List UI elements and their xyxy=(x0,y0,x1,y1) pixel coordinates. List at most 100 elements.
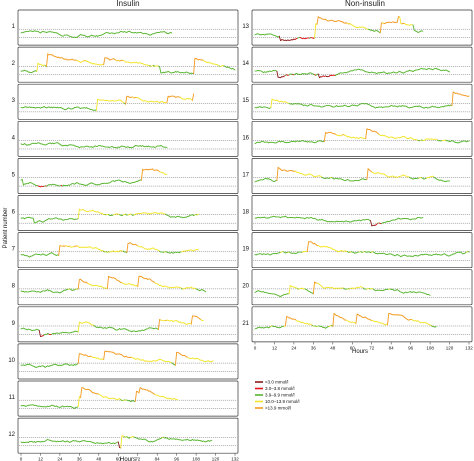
x-tick-label: 108 xyxy=(192,457,200,461)
panel-frame xyxy=(251,9,473,46)
panel-frame xyxy=(17,46,239,83)
glucose-trace xyxy=(254,91,470,109)
trace-segment xyxy=(95,98,99,112)
glucose-trace xyxy=(20,30,173,38)
x-tick-label: 0 xyxy=(20,457,23,461)
patient-panel-13: 13 xyxy=(242,9,473,46)
trace-segment xyxy=(270,98,273,109)
x-tick-label: 36 xyxy=(311,345,317,350)
trace-segment xyxy=(170,31,173,34)
patient-panel-20: 20 xyxy=(242,269,473,306)
patient-number: 7 xyxy=(12,247,16,253)
panel-frame xyxy=(251,195,473,231)
patient-panel-6: 6 xyxy=(12,195,239,231)
patient-panel-21: 21 xyxy=(242,306,473,343)
panel-title-insulin: Insulin xyxy=(116,0,139,8)
trace-segment xyxy=(38,329,41,337)
patient-number: 4 xyxy=(12,135,16,141)
glucose-trace xyxy=(20,350,214,368)
trace-segment xyxy=(117,441,120,448)
patient-number: 10 xyxy=(8,358,15,364)
trace-segment xyxy=(365,128,368,140)
y-axis-label: Patient number xyxy=(3,208,9,249)
x-tick-label: 120 xyxy=(212,457,220,461)
trace-segment xyxy=(46,53,49,67)
trace-segment xyxy=(140,168,144,181)
trace-segment xyxy=(467,250,470,253)
trace-segment xyxy=(196,213,199,216)
panel-frame xyxy=(251,158,473,194)
x-tick-label: 48 xyxy=(96,457,102,461)
panel-frame xyxy=(251,120,473,157)
trace-segment xyxy=(21,179,24,186)
trace-segment xyxy=(137,275,140,288)
patient-panel-15: 15 xyxy=(242,83,473,120)
panel-frame xyxy=(17,232,239,269)
patient-number: 17 xyxy=(242,172,249,178)
glucose-trace xyxy=(20,168,168,188)
x-tick-label: 84 xyxy=(155,457,161,461)
trace-segment xyxy=(174,351,178,366)
patient-number: 2 xyxy=(12,61,16,67)
patient-number: 13 xyxy=(242,24,249,30)
x-tick-label: 24 xyxy=(291,345,297,350)
trace-segment xyxy=(317,73,320,79)
trace-segment xyxy=(103,57,106,66)
trace-segment xyxy=(77,353,80,364)
glucose-trace xyxy=(20,142,168,149)
patient-panel-14: 14 xyxy=(242,46,473,83)
trace-segment xyxy=(412,24,415,31)
trace-segment xyxy=(288,285,291,295)
panel-frame xyxy=(17,380,239,417)
trace-segment xyxy=(134,390,137,402)
trace-segment xyxy=(77,279,80,290)
patient-number: 11 xyxy=(9,395,16,401)
trace-segment xyxy=(138,387,141,394)
legend-label: 3.9–9.9 mmol/l xyxy=(265,393,295,398)
trace-segment xyxy=(120,435,123,449)
x-tick-label: 72 xyxy=(135,457,141,461)
glucose-trace xyxy=(20,93,195,112)
trace-segment xyxy=(314,23,317,39)
panel-frame xyxy=(17,9,239,46)
legend: <3.0 mmol/l3.0–3.8 mmol/l 3.9–9.9 mmol/l1… xyxy=(255,380,300,411)
patient-panel-11: 11 xyxy=(9,380,239,417)
x-tick-label: 12 xyxy=(272,345,278,350)
patient-number: 21 xyxy=(242,321,249,327)
legend-label: 3.0–3.8 mmol/l xyxy=(265,386,295,391)
patient-number: 8 xyxy=(12,284,16,290)
trace-segment xyxy=(80,387,83,399)
x-tick-label: 48 xyxy=(330,345,336,350)
glucose-trace xyxy=(20,208,199,224)
trace-segment xyxy=(106,275,109,289)
x-tick-label: 36 xyxy=(77,457,83,461)
trace-segment xyxy=(379,22,382,34)
trace-segment xyxy=(204,290,207,293)
patient-number: 15 xyxy=(242,98,249,104)
glucose-trace xyxy=(20,242,199,258)
glucose-trace xyxy=(254,215,424,227)
x-tick-label: 132 xyxy=(465,345,473,350)
trace-segment xyxy=(103,350,106,360)
trace-segment xyxy=(233,68,236,71)
trace-segment xyxy=(278,35,281,42)
panel-frame xyxy=(251,306,473,343)
trace-segment xyxy=(467,95,470,97)
trace-segment xyxy=(77,396,80,408)
trace-segment xyxy=(434,326,437,328)
patient-number: 19 xyxy=(242,247,249,253)
x-tick-label: 24 xyxy=(57,457,63,461)
trace-segment xyxy=(323,132,326,142)
patient-panel-3: 3 xyxy=(12,83,239,120)
trace-segment xyxy=(312,281,316,295)
trace-segment xyxy=(36,62,39,72)
trace-segment xyxy=(193,58,196,74)
panel-frame xyxy=(251,232,473,269)
patient-panel-19: 19 xyxy=(242,232,473,269)
panel-title-non-insulin: Non-insulin xyxy=(345,0,385,8)
trace-segment xyxy=(370,220,373,227)
trace-segment xyxy=(196,248,199,251)
patient-number: 18 xyxy=(242,210,249,216)
panel-frame xyxy=(17,306,239,343)
patient-number: 20 xyxy=(242,284,249,290)
